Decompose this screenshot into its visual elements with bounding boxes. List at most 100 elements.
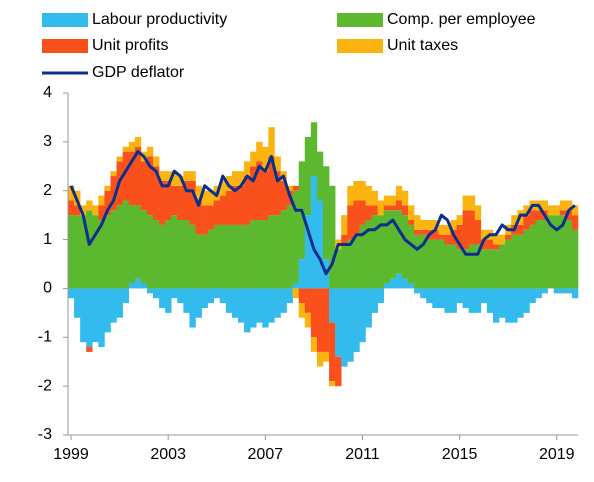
bar-segment [535,220,542,289]
y-tick-label: 2 [43,182,52,199]
bar-segment [456,215,463,225]
bar-segment [389,278,397,289]
bar-segment [511,288,518,323]
bar-segment [304,136,312,216]
bar-segment [480,288,488,304]
bar-segment [480,239,488,250]
bar-segment [456,249,463,289]
bar-segment [298,259,306,289]
bar-segment [347,288,354,362]
bar-segment [365,220,372,289]
bar-segment [146,215,154,289]
bar-segment [462,195,470,211]
bar-segment [335,356,342,387]
bar-segment [122,151,130,201]
bar-segment [395,210,403,274]
bar-segment [80,205,87,216]
bar-segment [238,224,245,289]
bar-segment [341,244,348,289]
bar-segment [383,283,391,289]
bar-segment [134,278,142,289]
bar-segment [401,278,409,289]
bar-segment [559,215,567,289]
bar-segment [292,283,300,289]
bar-segment [177,288,184,304]
bar-segment [486,239,494,250]
bar-segment [511,215,518,225]
bar-segment [371,288,378,313]
bar-segment [450,244,457,289]
bar-segment [414,234,421,289]
bar-segment [110,210,117,289]
bar-segment [523,229,530,289]
bar-segment [444,244,451,289]
bar-segment [219,224,227,289]
bar-segment [468,244,476,289]
bar-segment [456,224,463,250]
bar-segment [86,210,93,289]
bar-segment [310,288,318,338]
bar-segment [541,200,548,211]
bar-segment [462,249,470,289]
bar-segment [286,205,293,289]
bar-segment [505,239,512,289]
bar-segment [104,185,111,191]
legend-label: Unit taxes [387,37,458,54]
bar-segment [335,249,342,289]
bar-segment [250,166,257,221]
bar-segment [98,288,105,348]
bar-segment [474,205,482,221]
bar-segment [486,288,494,313]
bar-segment [420,288,427,299]
bar-segment [535,210,542,221]
bar-segment [444,224,451,235]
bar-segment [256,141,263,162]
bar-segment [395,185,403,201]
bar-segment [565,210,573,221]
bar-segment [408,224,415,284]
bar-segment [426,239,433,289]
bar-segment [262,288,269,328]
bar-segment [414,288,421,294]
bar-segment [359,180,366,201]
bar-segment [310,122,318,177]
legend-label: Labour productivity [92,11,227,28]
bar-segment [213,288,221,299]
x-tick-label: 2011 [345,446,380,463]
bar-segment [493,249,500,289]
bar-segment [219,195,227,225]
bar-segment [177,176,184,186]
bar-segment [304,215,312,289]
bar-segment [316,200,324,289]
bar-segment [444,288,451,313]
bar-segment [86,288,93,348]
bar-segment [225,224,233,289]
bar-segment [274,156,281,172]
bar-segment [207,190,215,206]
bar-segment [401,215,409,279]
bar-segment [171,185,178,216]
bar-segment [553,205,561,216]
bar-segment [128,205,136,284]
bar-segment [559,288,567,294]
bar-segment [238,288,245,323]
bar-segment [480,249,488,289]
bar-segment [171,288,178,299]
bar-segment [244,176,251,225]
bar-segment [383,195,391,206]
bar-segment [365,288,372,328]
bar-segment [432,288,439,308]
bar-segment [450,288,457,313]
bar-segment [201,234,208,289]
bar-segment [529,210,536,225]
bar-segment [189,288,196,328]
bar-segment [432,239,439,289]
bar-segment [104,190,111,216]
bar-segment [316,151,324,201]
bar-segment [565,200,573,211]
bar-segment [553,288,561,294]
bar-segment [335,288,342,357]
y-tick-label: -1 [38,329,52,346]
bar-segment [171,215,178,289]
